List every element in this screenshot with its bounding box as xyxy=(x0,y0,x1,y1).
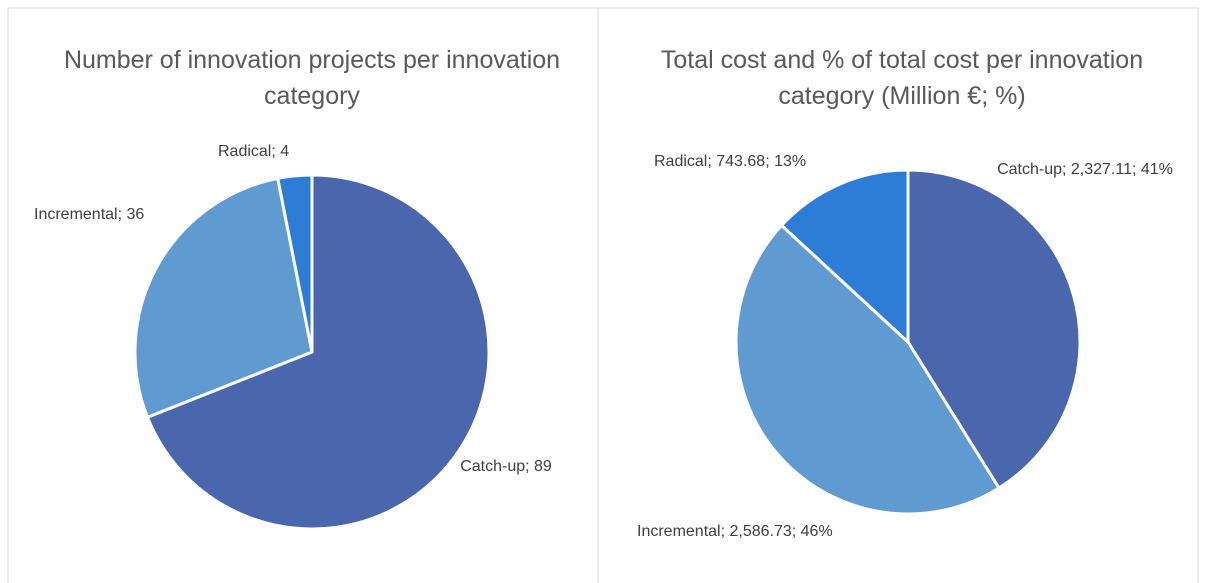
frame xyxy=(7,7,1199,583)
pie-slice xyxy=(133,176,314,419)
data-label: Catch-up; 2,327.11; 41% xyxy=(997,161,1173,178)
chart-title: Total cost and % of total cost per innov… xyxy=(660,46,1144,110)
pie-slice xyxy=(734,223,1001,516)
pie-slice xyxy=(276,173,314,354)
chart-title: Number of innovation projects per innova… xyxy=(63,46,561,110)
data-label: Incremental; 36 xyxy=(34,206,145,223)
data-label: Incremental; 2,586.73; 46% xyxy=(637,523,833,540)
data-label: Radical; 4 xyxy=(218,143,290,160)
pie-slice xyxy=(145,173,491,531)
pie-slice xyxy=(780,168,910,344)
data-label: Radical; 743.68; 13% xyxy=(654,153,807,170)
data-label: Catch-up; 89 xyxy=(460,458,552,475)
